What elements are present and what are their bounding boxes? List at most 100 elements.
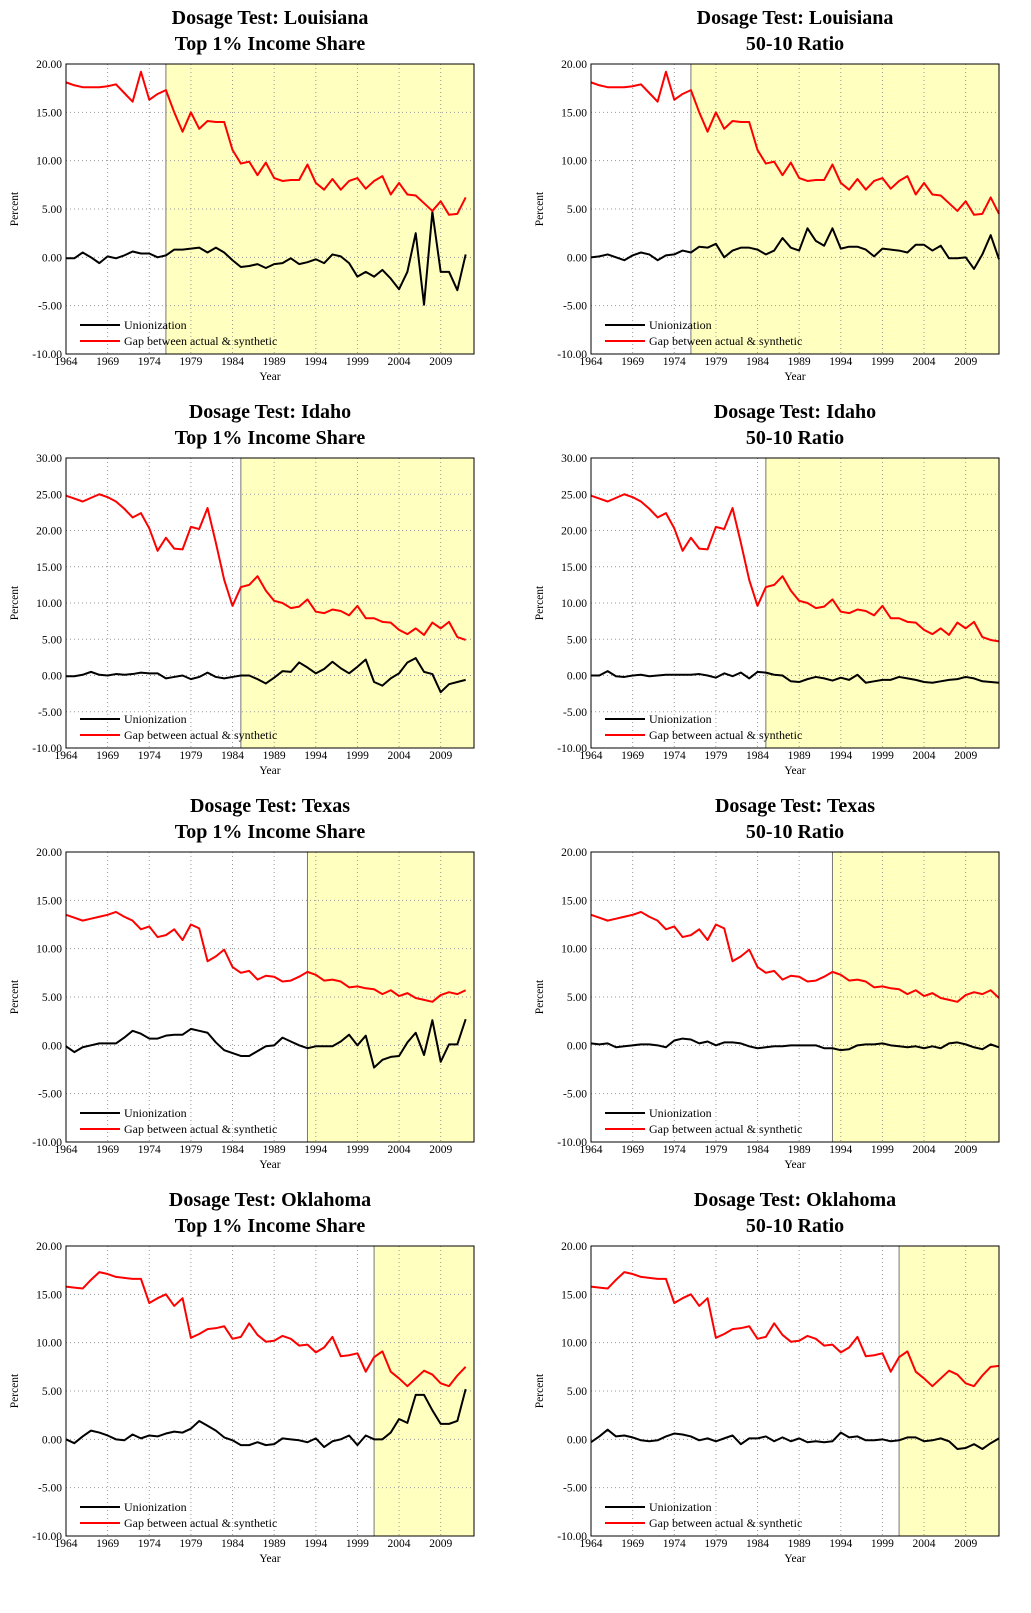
x-tick-label: 2009 <box>429 750 452 762</box>
y-tick-label: 30.00 <box>561 453 587 465</box>
x-tick-label: 1969 <box>96 356 119 368</box>
chart-subtitle: Top 1% Income Share <box>175 821 366 843</box>
series-line <box>590 1037 1000 1052</box>
x-tick-label: 1989 <box>788 750 811 762</box>
y-tick-label: -5.00 <box>563 1089 587 1101</box>
chart-subtitle: 50-10 Ratio <box>746 821 844 843</box>
x-tick-label: 1969 <box>621 750 644 762</box>
x-tick-label: 2009 <box>429 1144 452 1156</box>
y-tick-label: 0.00 <box>42 1434 62 1446</box>
y-tick-label: 0.00 <box>567 671 587 683</box>
x-tick-label: 1989 <box>263 1144 286 1156</box>
y-tick-label: -10.00 <box>557 1137 587 1149</box>
x-tick-label: 2004 <box>913 1144 936 1156</box>
y-tick-label: 15.00 <box>561 107 587 119</box>
x-tick-label: 1984 <box>746 1144 769 1156</box>
x-tick-label: 1979 <box>179 1144 202 1156</box>
y-tick-label: -5.00 <box>38 1483 62 1495</box>
y-tick-label: -5.00 <box>563 301 587 313</box>
treatment-shade <box>899 1246 999 1536</box>
plot-frame <box>65 457 475 749</box>
legend-label: Unionization <box>649 712 712 726</box>
chart-subtitle: Top 1% Income Share <box>175 1215 366 1237</box>
y-tick-label: -5.00 <box>38 707 62 719</box>
x-tick-label: 2009 <box>429 1538 452 1550</box>
x-tick-label: 1974 <box>663 750 686 762</box>
series-line <box>590 1271 1000 1388</box>
x-tick-label: 1984 <box>221 750 244 762</box>
y-tick-label: 5.00 <box>567 1386 587 1398</box>
series-line <box>591 670 1000 684</box>
y-tick-label: 0.00 <box>567 252 587 264</box>
series-line <box>65 493 466 641</box>
y-tick-label: 10.00 <box>36 1338 62 1350</box>
y-tick-label: 5.00 <box>567 204 587 216</box>
x-tick-label: 1989 <box>788 1144 811 1156</box>
chart-title: Dosage Test: Oklahoma <box>169 1189 371 1211</box>
legend-label: Gap between actual & synthetic <box>124 334 277 348</box>
y-tick-label: -10.00 <box>32 1531 62 1543</box>
x-tick-label: 1979 <box>704 750 727 762</box>
series-line <box>65 910 467 1003</box>
x-tick-label: 1964 <box>55 1144 78 1156</box>
plot-frame <box>65 851 475 1143</box>
y-axis-label: Percent <box>534 1373 546 1408</box>
y-axis-label: Percent <box>534 585 546 620</box>
y-tick-label: 15.00 <box>561 895 587 907</box>
plot-frame <box>65 1245 475 1537</box>
x-tick-label: 1994 <box>829 1144 852 1156</box>
x-tick-label: 1969 <box>621 1144 644 1156</box>
x-tick-label: 1969 <box>96 750 119 762</box>
x-tick-label: 1994 <box>304 750 327 762</box>
x-tick-label: 1994 <box>304 356 327 368</box>
series-line <box>66 210 467 306</box>
x-tick-label: 1984 <box>221 1538 244 1550</box>
series-line <box>590 227 1000 270</box>
treatment-shade <box>374 1246 474 1536</box>
y-tick-label: 20.00 <box>36 59 62 71</box>
x-tick-label: 2009 <box>954 356 977 368</box>
x-tick-label: 2009 <box>429 356 452 368</box>
series-line <box>65 1388 467 1449</box>
x-tick-label: 1974 <box>663 1144 686 1156</box>
y-tick-label: -5.00 <box>563 1483 587 1495</box>
y-tick-label: 15.00 <box>36 562 62 574</box>
x-tick-label: 1969 <box>621 356 644 368</box>
y-tick-label: 15.00 <box>36 1289 62 1301</box>
series-line <box>590 493 1000 643</box>
chart-title: Dosage Test: Texas <box>715 795 875 817</box>
y-tick-label: 10.00 <box>561 598 587 610</box>
legend-label: Gap between actual & synthetic <box>649 728 802 742</box>
y-axis-label: Percent <box>9 1373 21 1408</box>
y-tick-label: 15.00 <box>561 562 587 574</box>
chart-subtitle: 50-10 Ratio <box>746 33 844 55</box>
x-tick-label: 2004 <box>388 750 411 762</box>
x-tick-label: 1994 <box>829 750 852 762</box>
x-tick-label: 1989 <box>263 356 286 368</box>
y-tick-label: 10.00 <box>36 598 62 610</box>
legend-label: Gap between actual & synthetic <box>124 1516 277 1530</box>
x-tick-label: 2009 <box>954 1538 977 1550</box>
legend-label: Gap between actual & synthetic <box>649 1516 802 1530</box>
y-tick-label: 20.00 <box>561 59 587 71</box>
y-tick-label: 5.00 <box>42 634 62 646</box>
y-axis-label: Percent <box>9 191 21 226</box>
x-tick-label: 1964 <box>580 1538 603 1550</box>
legend-label: Unionization <box>649 1106 712 1120</box>
series-line <box>65 1271 467 1388</box>
y-tick-label: 0.00 <box>567 1040 587 1052</box>
x-tick-label: 1984 <box>746 1538 769 1550</box>
y-tick-label: -5.00 <box>38 301 62 313</box>
x-tick-label: 1979 <box>704 1144 727 1156</box>
y-tick-label: 10.00 <box>561 1338 587 1350</box>
y-tick-label: 25.00 <box>561 489 587 501</box>
x-tick-label: 1994 <box>304 1538 327 1550</box>
x-tick-label: 1974 <box>138 750 161 762</box>
plot-frame <box>590 851 1000 1143</box>
x-tick-label: 2004 <box>913 750 936 762</box>
chart-subtitle: 50-10 Ratio <box>746 427 844 449</box>
y-tick-label: 0.00 <box>42 252 62 264</box>
y-tick-label: 20.00 <box>36 847 62 859</box>
legend-label: Gap between actual & synthetic <box>124 1122 277 1136</box>
chart-subtitle: 50-10 Ratio <box>746 1215 844 1237</box>
